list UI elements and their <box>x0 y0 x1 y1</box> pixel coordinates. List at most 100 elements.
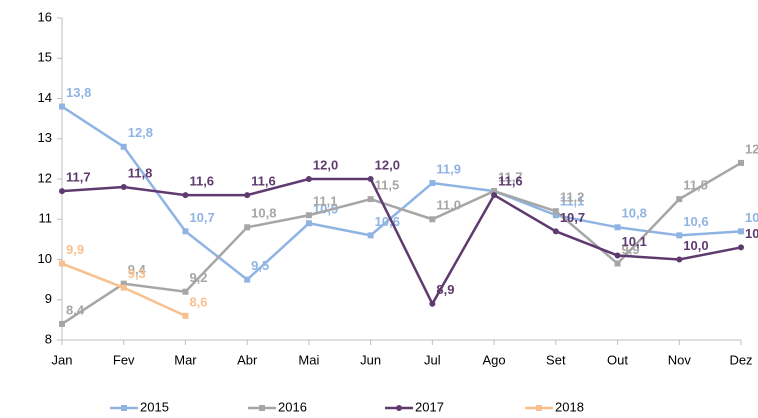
marker <box>738 159 744 166</box>
marker <box>120 284 127 291</box>
marker <box>491 188 498 195</box>
y-tick-label: 16 <box>38 9 52 24</box>
x-tick-label: Mai <box>298 352 319 367</box>
data-label: 11,6 <box>189 174 214 189</box>
x-tick-label: Abr <box>237 352 258 367</box>
marker <box>305 176 312 182</box>
y-tick-label: 11 <box>39 211 53 226</box>
data-label: 10,8 <box>251 206 276 221</box>
marker <box>59 188 65 195</box>
y-tick-label: 8 <box>45 331 52 346</box>
marker <box>614 252 621 259</box>
data-label: 11,5 <box>683 178 708 193</box>
data-label: 11,1 <box>313 194 338 209</box>
marker <box>120 280 127 287</box>
marker <box>182 228 189 235</box>
data-label: 11,1 <box>560 194 585 209</box>
marker <box>614 224 621 231</box>
marker <box>429 180 436 187</box>
data-label: 12,8 <box>128 125 153 140</box>
marker <box>244 224 251 231</box>
x-tick-label: Jan <box>52 352 73 367</box>
marker <box>182 192 189 199</box>
marker <box>244 192 251 199</box>
marker <box>552 212 559 219</box>
data-label: 9,5 <box>251 258 269 273</box>
marker <box>429 216 436 223</box>
marker <box>244 276 251 283</box>
data-label: 12,4 <box>745 141 758 156</box>
marker <box>59 103 65 110</box>
marker <box>182 312 189 319</box>
marker <box>305 220 312 227</box>
marker <box>491 192 498 199</box>
series-line <box>61 177 742 307</box>
marker <box>367 196 374 203</box>
marker <box>120 143 127 150</box>
series-line <box>61 161 742 325</box>
data-label: 11,9 <box>436 161 461 176</box>
data-label: 11,2 <box>560 190 585 205</box>
data-label: 10,7 <box>189 210 214 225</box>
y-tick-label: 12 <box>38 170 52 185</box>
x-tick-label: Fev <box>113 352 135 367</box>
y-tick-label: 14 <box>38 90 52 105</box>
data-label: 10,6 <box>375 214 400 229</box>
x-tick-label: Dez <box>729 352 752 367</box>
data-label: 9,2 <box>189 270 207 285</box>
y-tick-label: 15 <box>38 50 52 65</box>
marker <box>614 260 621 267</box>
x-tick-label: Mar <box>174 352 197 367</box>
legend-marker <box>121 405 127 411</box>
data-label: 10,0 <box>683 238 708 253</box>
x-tick-label: Nov <box>668 352 692 367</box>
data-label: 10,6 <box>683 214 708 229</box>
data-label: 13,8 <box>66 85 91 100</box>
marker <box>552 228 559 235</box>
data-label: 10,1 <box>622 234 647 249</box>
marker <box>676 196 683 203</box>
data-label: 8,4 <box>66 302 85 317</box>
marker <box>367 176 374 182</box>
data-label: 9,9 <box>622 242 640 257</box>
data-label: 8,9 <box>436 282 454 297</box>
y-tick-label: 13 <box>38 130 52 145</box>
data-label: 11,5 <box>375 178 400 193</box>
marker <box>738 228 744 235</box>
data-label: 10,8 <box>622 206 647 221</box>
data-label: 10,7 <box>745 210 758 225</box>
marker <box>429 300 436 307</box>
data-label: 11,6 <box>251 174 276 189</box>
marker <box>676 256 683 263</box>
data-label: 9,3 <box>128 266 146 281</box>
data-label: 10,3 <box>745 226 758 241</box>
data-label: 10,7 <box>560 210 585 225</box>
data-label: 11,6 <box>498 174 523 189</box>
legend-label: 2016 <box>278 399 307 414</box>
data-label: 12,0 <box>375 157 400 172</box>
marker <box>59 320 65 327</box>
data-label: 11,8 <box>128 165 153 180</box>
x-tick-label: Jun <box>360 352 381 367</box>
marker <box>305 212 312 219</box>
legend-marker <box>259 405 265 411</box>
marker <box>676 232 683 239</box>
marker <box>367 232 374 239</box>
marker <box>738 244 744 251</box>
data-label: 9,9 <box>66 242 84 257</box>
data-label: 11,0 <box>436 198 461 213</box>
legend-label: 2017 <box>415 399 444 414</box>
marker <box>552 208 559 215</box>
x-tick-label: Ago <box>483 352 506 367</box>
legend-label: 2018 <box>555 399 584 414</box>
data-label: 8,6 <box>189 294 207 309</box>
legend-label: 2015 <box>140 399 169 414</box>
x-tick-label: Jul <box>424 352 441 367</box>
marker <box>182 288 189 295</box>
data-label: 11,7 <box>498 170 523 185</box>
x-tick-label: Out <box>607 352 628 367</box>
marker <box>120 184 127 191</box>
data-label: 11,7 <box>66 170 91 185</box>
legend-marker <box>536 405 542 411</box>
